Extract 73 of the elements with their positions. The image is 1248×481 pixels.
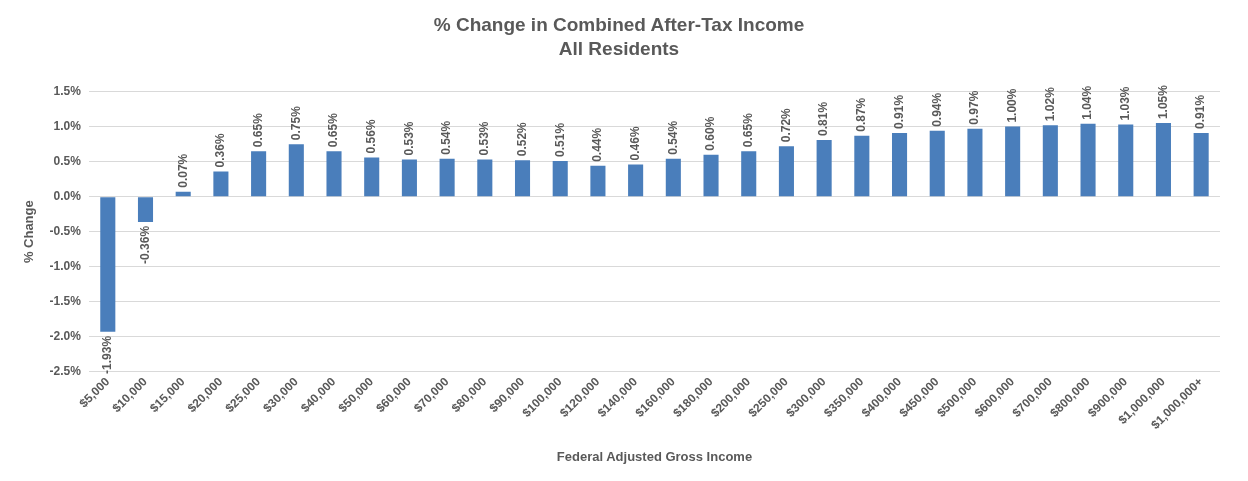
y-tick-label: -0.5% — [49, 224, 82, 239]
data-label: -0.36% — [137, 225, 152, 264]
bar — [364, 157, 380, 197]
data-label: 1.04% — [1080, 85, 1095, 120]
data-label: 1.03% — [1118, 86, 1133, 121]
bar — [1080, 123, 1096, 197]
data-label: 0.53% — [401, 121, 416, 156]
y-tick-label: 0.5% — [53, 153, 82, 168]
data-label: 1.00% — [1004, 88, 1019, 123]
data-label: 0.51% — [552, 122, 567, 157]
chart-subtitle: All Residents — [558, 38, 680, 60]
y-tick-label: -2.5% — [49, 364, 82, 379]
y-tick-label: -1.0% — [49, 259, 82, 274]
data-label: 0.94% — [929, 92, 944, 127]
x-axis-title: Federal Adjusted Gross Income — [556, 448, 753, 464]
data-label: 0.75% — [288, 105, 303, 141]
bar — [590, 165, 606, 197]
data-label: 0.52% — [514, 121, 529, 157]
y-tick-label: 1.5% — [53, 83, 82, 98]
bar — [665, 158, 681, 197]
y-tick-label: -2.0% — [49, 329, 82, 344]
data-label: 0.81% — [816, 101, 831, 136]
bar — [552, 160, 568, 197]
data-label: 0.56% — [364, 119, 379, 154]
bar — [703, 154, 719, 197]
bar — [1193, 132, 1209, 197]
data-label: -1.93% — [100, 335, 115, 374]
data-label: 0.36% — [213, 133, 228, 168]
bar — [251, 151, 267, 197]
data-label: 1.02% — [1042, 86, 1057, 122]
bar — [477, 159, 493, 197]
data-label: 0.65% — [250, 112, 265, 148]
chart-title: % Change in Combined After-Tax Income — [433, 13, 805, 35]
bar — [288, 144, 304, 197]
y-axis-title: % Change — [21, 200, 37, 264]
data-label: 0.97% — [967, 90, 982, 125]
bar — [741, 151, 757, 197]
y-tick-label: -1.5% — [49, 294, 82, 309]
data-label: 0.46% — [627, 126, 642, 161]
bar — [816, 139, 832, 197]
bar — [175, 191, 191, 197]
bar — [137, 197, 154, 222]
bar — [326, 151, 342, 197]
bar — [439, 158, 455, 197]
data-label: 0.07% — [175, 153, 190, 188]
bar — [213, 171, 229, 197]
bar — [967, 128, 983, 197]
y-tick-label: 1.0% — [53, 118, 82, 133]
bar — [778, 146, 794, 197]
bar — [892, 132, 908, 197]
data-label: 0.44% — [590, 127, 605, 162]
y-tick-label: 0.0% — [53, 188, 82, 203]
bar — [1155, 123, 1171, 197]
bar — [514, 160, 531, 197]
bar — [929, 130, 945, 197]
data-label: 0.72% — [778, 107, 793, 143]
data-label: 0.60% — [703, 116, 718, 151]
bar — [1118, 124, 1134, 197]
data-label: 0.54% — [439, 120, 454, 155]
bar — [100, 197, 116, 332]
data-label: 0.54% — [665, 120, 680, 155]
data-label: 1.05% — [1155, 84, 1170, 120]
bar — [628, 164, 644, 197]
data-label: 0.91% — [891, 94, 906, 129]
bar — [401, 159, 417, 197]
data-label: 0.65% — [326, 112, 341, 148]
bar — [854, 135, 870, 197]
data-label: 0.87% — [854, 97, 869, 132]
data-label: 0.53% — [477, 121, 492, 156]
bar — [1042, 125, 1058, 197]
data-label: 0.91% — [1193, 94, 1208, 129]
bar — [1005, 126, 1021, 197]
data-label: 0.65% — [741, 112, 756, 148]
